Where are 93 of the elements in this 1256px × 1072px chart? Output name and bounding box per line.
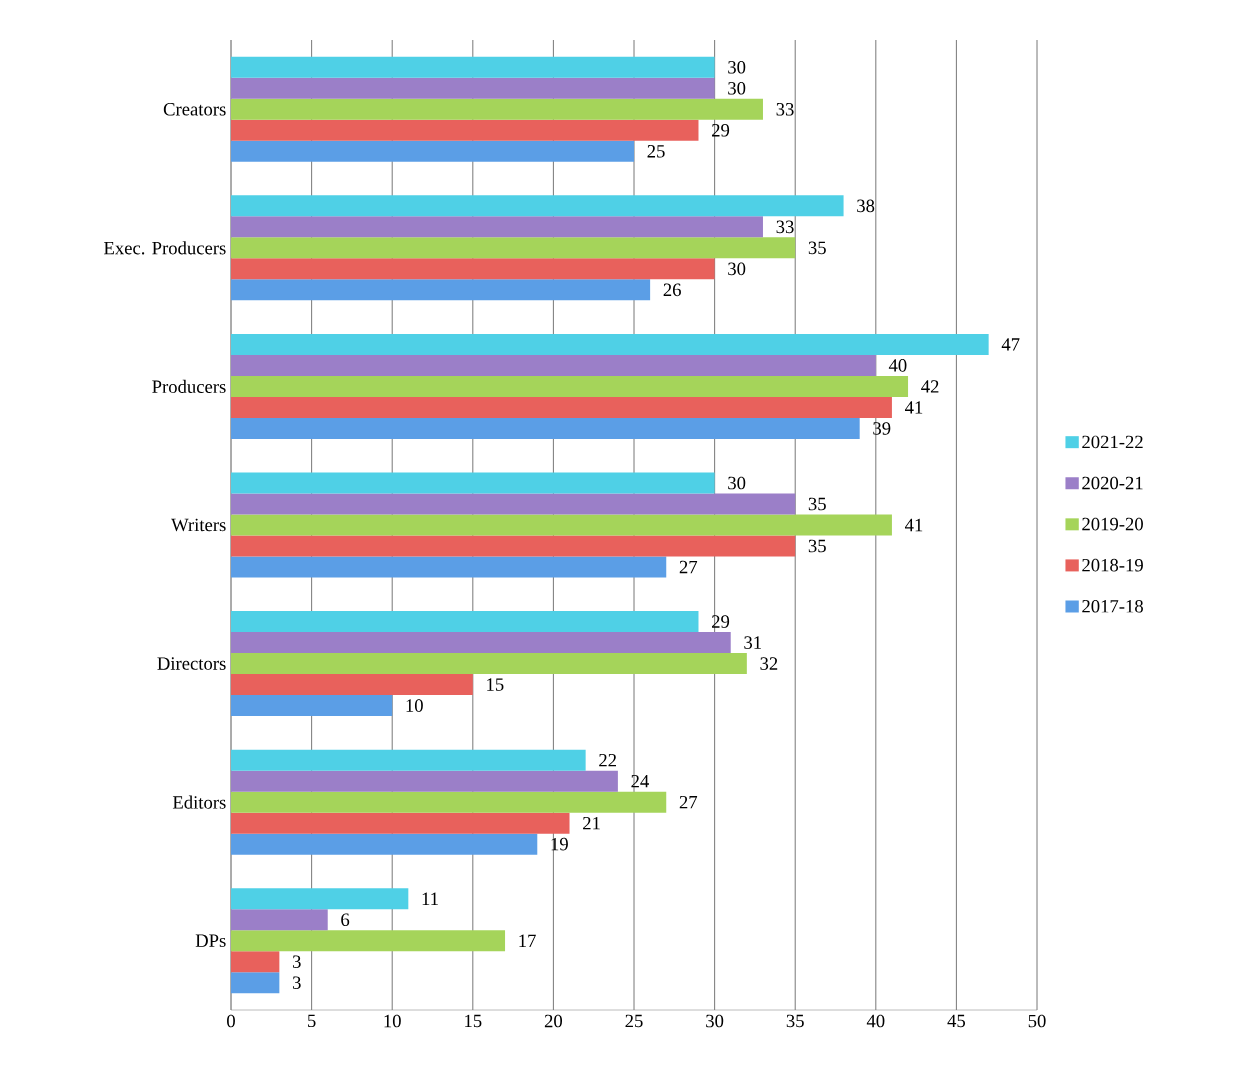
bar (231, 333, 989, 355)
data-label: 33 (776, 103, 794, 116)
y-tick-label: Exec. Producers (103, 241, 226, 255)
bar (231, 375, 909, 397)
bar (231, 396, 892, 418)
data-label: 22 (599, 753, 616, 767)
x-tick-label: 15 (465, 1014, 482, 1028)
data-label: 30 (728, 60, 746, 74)
data-label: 25 (647, 145, 665, 158)
bar (231, 833, 538, 855)
bar (231, 417, 860, 439)
legend-label: 2020-21 (1082, 476, 1143, 490)
bar (231, 632, 731, 654)
legend-label: 2021-22 (1082, 435, 1143, 449)
bar (231, 930, 506, 952)
legend-label: 2017-18 (1082, 599, 1143, 613)
x-tick-label: 10 (384, 1014, 401, 1028)
bar (231, 140, 635, 162)
bar (231, 119, 699, 141)
data-label: 32 (760, 657, 778, 670)
data-label: 21 (583, 816, 600, 830)
bar (231, 535, 796, 557)
bar (231, 77, 715, 99)
data-label: 27 (679, 795, 698, 809)
bar (231, 354, 876, 376)
bar (231, 611, 699, 633)
y-tick-label: Editors (172, 795, 226, 809)
x-tick-label: 5 (308, 1014, 316, 1028)
bar (231, 98, 763, 120)
bar (231, 674, 473, 696)
bar (231, 258, 715, 280)
x-tick-label: 50 (1028, 1014, 1046, 1028)
bar (231, 514, 892, 536)
data-label: 35 (808, 497, 826, 511)
data-label: 10 (406, 699, 423, 712)
bar (231, 653, 747, 675)
x-tick-label: 35 (786, 1014, 804, 1028)
y-tick-label: Creators (163, 103, 226, 116)
data-label: 30 (728, 81, 746, 95)
data-label: 31 (744, 636, 761, 649)
y-tick-label: Writers (171, 518, 226, 532)
data-label: 40 (888, 359, 907, 372)
bar (231, 951, 280, 973)
data-label: 38 (857, 199, 875, 213)
data-label: 19 (551, 837, 568, 851)
x-tick-label: 20 (544, 1014, 563, 1028)
data-label: 42 (921, 380, 939, 393)
data-label: 29 (712, 124, 730, 137)
data-label: 30 (728, 476, 746, 490)
data-label: 33 (776, 220, 794, 234)
bar (231, 749, 586, 771)
bar (231, 472, 715, 494)
data-label: 39 (873, 422, 891, 435)
y-tick-label: DPs (195, 934, 226, 947)
data-label: 29 (712, 615, 730, 628)
data-label: 41 (905, 401, 923, 414)
data-label: 3 (292, 955, 301, 968)
legend-label: 2018-19 (1082, 558, 1143, 572)
y-tick-label: Directors (157, 657, 226, 670)
bar (231, 888, 409, 910)
bar (231, 909, 328, 931)
data-label: 35 (808, 241, 826, 255)
data-label: 17 (519, 934, 536, 947)
bar (231, 493, 796, 515)
bar (231, 195, 844, 217)
bar (231, 237, 796, 259)
legend-label: 2019-20 (1082, 517, 1143, 531)
bar (231, 556, 667, 578)
bar (231, 279, 651, 301)
x-tick-label: 40 (866, 1014, 885, 1028)
x-tick-label: 30 (706, 1014, 724, 1028)
bar (231, 216, 763, 238)
data-label: 30 (728, 262, 746, 276)
data-label: 47 (1001, 338, 1020, 351)
data-label: 35 (808, 539, 826, 553)
bar (231, 791, 667, 813)
data-label: 3 (292, 976, 301, 989)
bar (231, 695, 393, 717)
data-label: 6 (341, 913, 350, 926)
data-label: 24 (631, 774, 649, 788)
data-label: 41 (905, 518, 923, 532)
x-tick-label: 45 (947, 1014, 966, 1028)
x-tick-label: 0 (227, 1014, 235, 1028)
x-tick-label: 25 (625, 1014, 643, 1028)
data-label: 11 (422, 892, 438, 905)
bar (231, 812, 570, 834)
bar (231, 770, 618, 792)
data-label: 26 (663, 283, 681, 297)
y-tick-label: Producers (152, 379, 226, 393)
data-label: 15 (487, 678, 504, 691)
data-label: 27 (679, 560, 698, 574)
bar (231, 972, 280, 994)
bar (231, 56, 715, 78)
